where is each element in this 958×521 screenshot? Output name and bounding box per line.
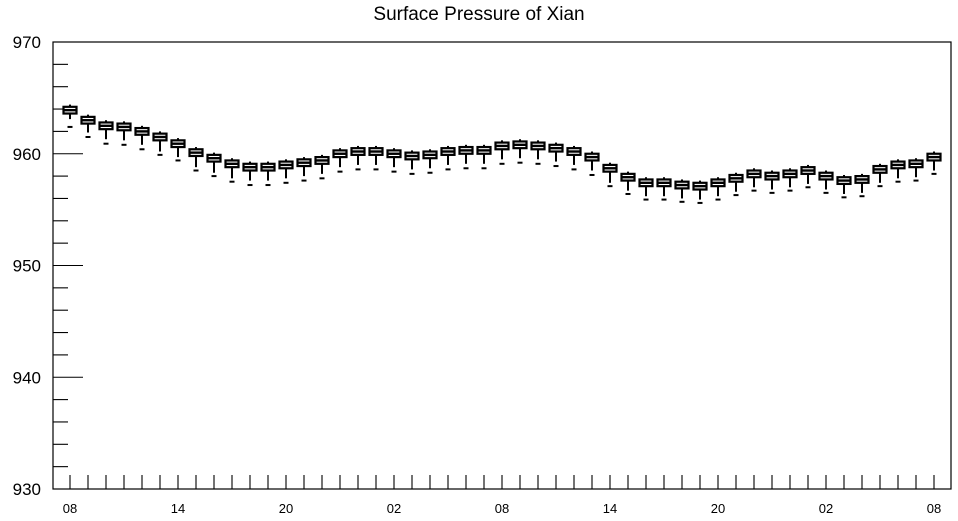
box-plot — [278, 159, 294, 184]
box-plot — [206, 152, 222, 178]
box-plot — [692, 180, 708, 204]
box-plot — [62, 104, 78, 128]
box-plot — [350, 145, 366, 171]
box-plot — [620, 171, 636, 195]
box-plot — [152, 131, 168, 156]
box-plot — [476, 144, 492, 170]
x-tick-label: 20 — [711, 501, 725, 516]
y-tick-label: 960 — [13, 145, 41, 164]
box-plot — [512, 139, 528, 164]
box-plot — [422, 149, 438, 174]
box-plot — [314, 154, 330, 180]
box-plot — [170, 138, 186, 162]
box-plot — [548, 142, 564, 168]
box-plot — [98, 120, 114, 145]
box-plot — [908, 158, 924, 182]
x-tick-label: 02 — [819, 501, 833, 516]
y-tick-label: 970 — [13, 33, 41, 52]
x-tick-label: 08 — [927, 501, 941, 516]
box-plot — [224, 158, 240, 183]
y-tick-label: 940 — [13, 368, 41, 387]
box-plot — [710, 177, 726, 201]
box-plot — [494, 140, 510, 165]
box-plot — [404, 150, 420, 175]
box-plot — [764, 170, 780, 194]
box-plot — [260, 161, 276, 187]
y-tick-label: 950 — [13, 257, 41, 276]
box-plot — [674, 179, 690, 203]
box-plot — [134, 125, 150, 151]
plot-frame — [52, 41, 952, 490]
box-plot — [890, 159, 906, 183]
y-tick-label: 930 — [13, 480, 41, 499]
box-plot — [602, 162, 618, 188]
x-tick-label: 02 — [387, 501, 401, 516]
x-tick-label: 08 — [495, 501, 509, 516]
chart-title: Surface Pressure of Xian — [373, 4, 585, 25]
box-plot — [746, 168, 762, 192]
box-plot — [800, 164, 816, 189]
box-plot — [584, 151, 600, 176]
box-plot — [872, 163, 888, 188]
box-plot — [656, 177, 672, 201]
box-plot — [854, 173, 870, 198]
box-plot — [80, 114, 96, 138]
box-plot — [188, 147, 204, 172]
box-plot — [728, 172, 744, 197]
box-plot — [440, 145, 456, 171]
box-plot — [530, 140, 546, 165]
x-tick-label: 14 — [171, 501, 185, 516]
box-plot — [566, 145, 582, 171]
box-plot — [368, 145, 384, 171]
box-plot — [818, 170, 834, 194]
box-plot — [296, 157, 312, 182]
box-plot — [332, 148, 348, 173]
box-plot — [782, 168, 798, 192]
box-plot — [926, 151, 942, 175]
box-plot — [386, 148, 402, 173]
box-plot — [638, 177, 654, 201]
x-tick-label: 20 — [279, 501, 293, 516]
x-tick-label: 08 — [63, 501, 77, 516]
x-tick-label: 14 — [603, 501, 617, 516]
box-plot — [116, 121, 132, 146]
box-plot — [458, 144, 474, 170]
box-plot — [836, 174, 852, 199]
box-plot — [242, 161, 258, 187]
